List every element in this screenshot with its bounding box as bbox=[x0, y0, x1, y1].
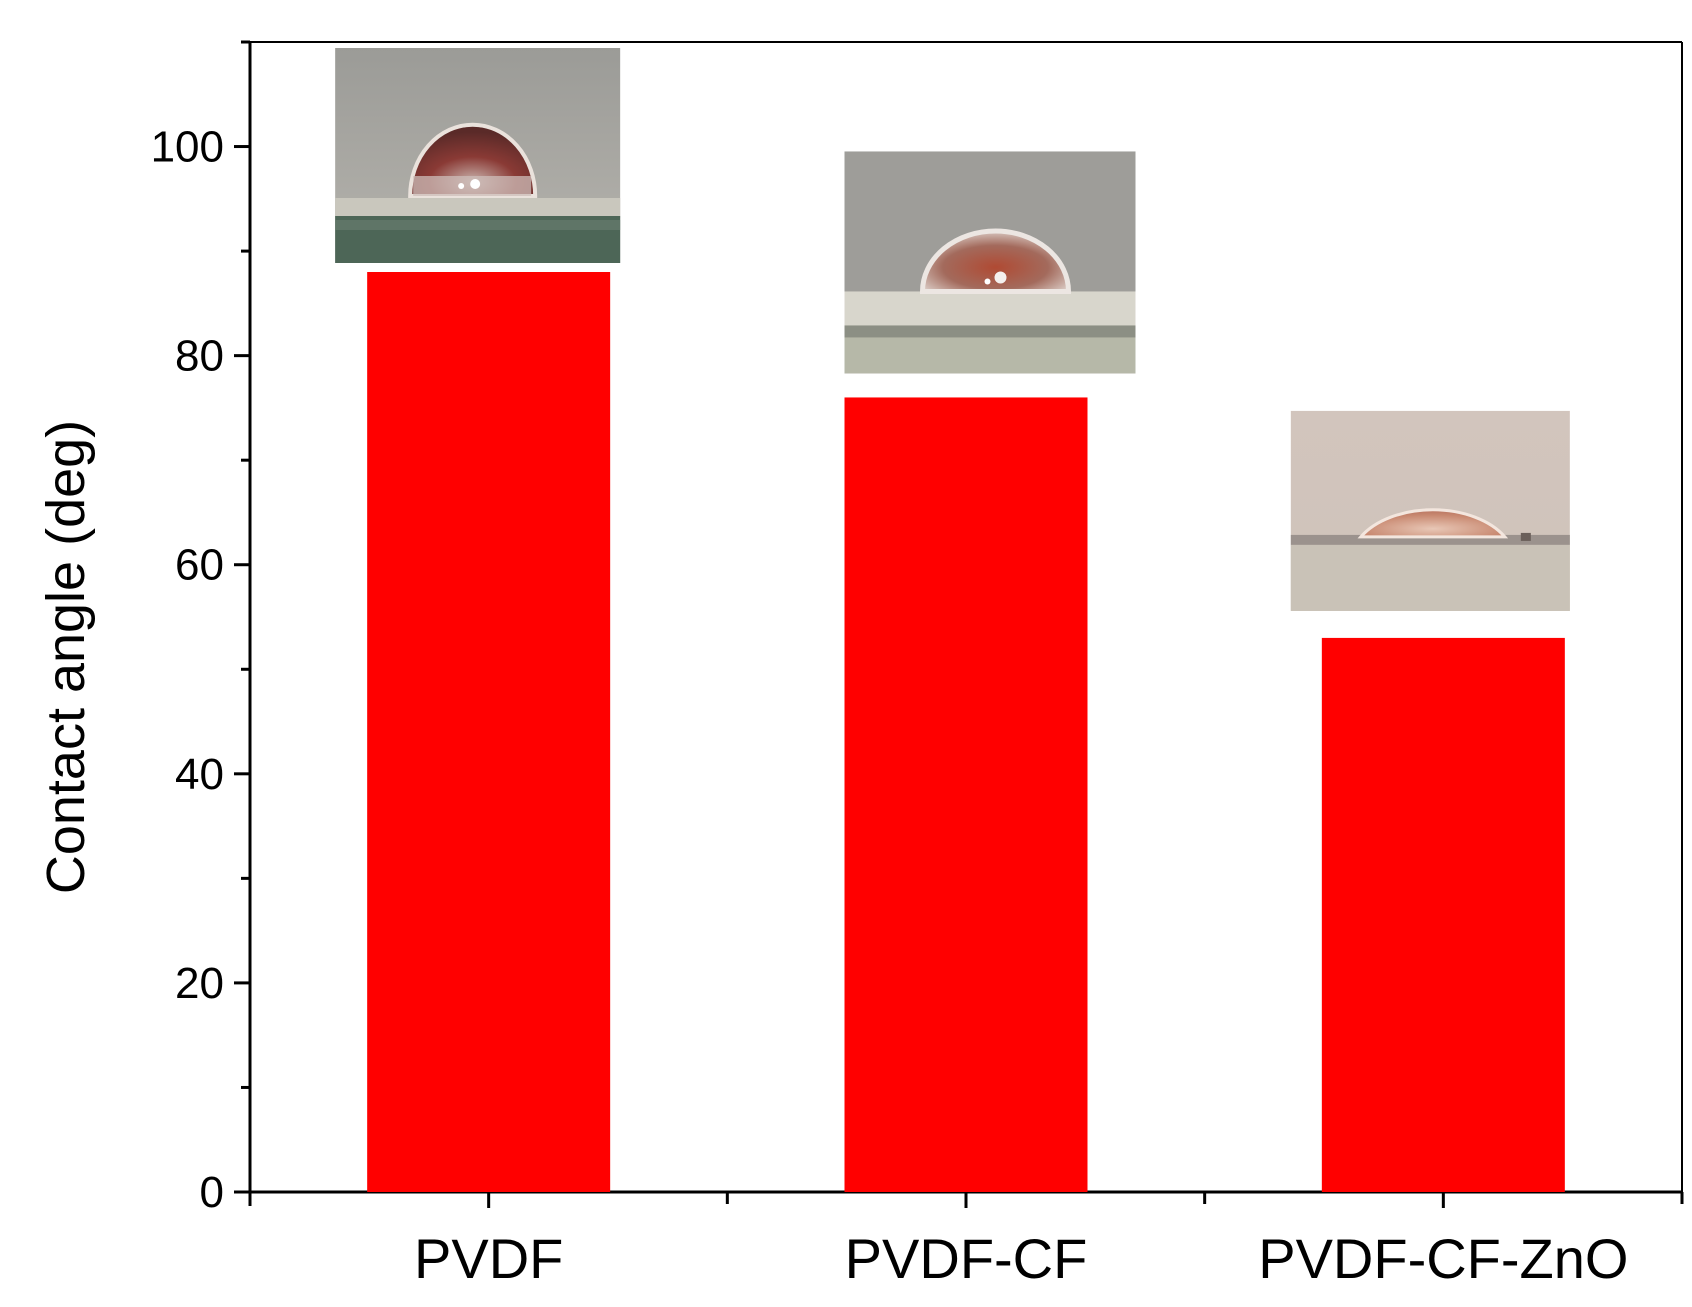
y-ticks: 0 20 40 60 80 100 bbox=[151, 40, 250, 1217]
bar-pvdf-cf-zno bbox=[1321, 637, 1565, 1192]
y-tick-label: 80 bbox=[175, 332, 224, 381]
y-tick-label: 100 bbox=[151, 123, 224, 172]
inset-photo-pvdf-cf-zno bbox=[1290, 410, 1570, 611]
inset-photo-pvdf-cf bbox=[844, 151, 1136, 374]
x-category-label: PVDF-CF bbox=[845, 1227, 1088, 1290]
bars bbox=[367, 272, 1565, 1192]
x-category-label: PVDF bbox=[414, 1227, 563, 1290]
bar-pvdf-cf bbox=[844, 397, 1088, 1192]
y-tick-label: 0 bbox=[200, 1168, 224, 1217]
x-category-label: PVDF-CF-ZnO bbox=[1258, 1227, 1628, 1290]
y-tick-label: 60 bbox=[175, 541, 224, 590]
inset-photo-pvdf bbox=[335, 48, 621, 263]
x-ticks bbox=[248, 1192, 1684, 1208]
y-tick-label: 20 bbox=[175, 959, 224, 1008]
y-axis-title: Contact angle (deg) bbox=[36, 420, 96, 894]
bar-pvdf bbox=[367, 272, 611, 1192]
category-labels: PVDF PVDF-CF PVDF-CF-ZnO bbox=[414, 1227, 1628, 1290]
y-tick-label: 40 bbox=[175, 750, 224, 799]
